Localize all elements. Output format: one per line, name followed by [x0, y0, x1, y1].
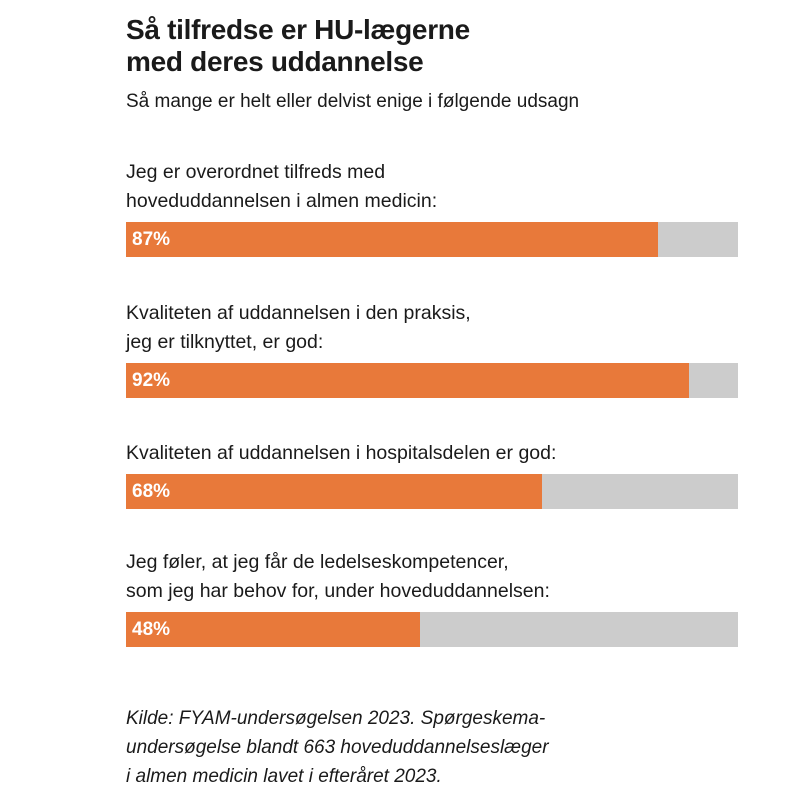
bar-value-label: 92% — [132, 370, 171, 391]
bar-fill — [126, 474, 543, 509]
bar-value-label: 87% — [132, 229, 171, 250]
chart: Så tilfredse er HU-lægerne med deres udd… — [126, 14, 738, 647]
bar-track: 92% — [126, 363, 738, 398]
bar-item-4: Jeg føler, at jeg får de ledelseskompete… — [126, 548, 738, 647]
bar-fill — [126, 612, 420, 647]
bar-value-label: 48% — [132, 619, 171, 640]
chart-title: Så tilfredse er HU-lægerne med deres udd… — [126, 14, 470, 77]
bar-track: 48% — [126, 612, 738, 647]
bar-label: Kvaliteten af uddannelsen i hospitalsdel… — [126, 442, 557, 464]
bar-item-2: Kvaliteten af uddannelsen i den praksis,… — [126, 299, 738, 398]
bar-track: 68% — [126, 474, 738, 509]
bar-fill — [126, 363, 690, 398]
bar-label: Kvaliteten af uddannelsen i den praksis,… — [126, 302, 471, 353]
bar-value-label: 68% — [132, 481, 171, 502]
chart-subtitle: Så mange er helt eller delvist enige i f… — [126, 91, 580, 112]
bar-item-3: Kvaliteten af uddannelsen i hospitalsdel… — [126, 439, 738, 509]
source-note: Kilde: FYAM-undersøgelsen 2023. Spørgesk… — [126, 708, 549, 787]
bar-label: Jeg er overordnet tilfreds med hovedudda… — [126, 161, 438, 212]
bar-track: 87% — [126, 222, 738, 257]
bar-label: Jeg føler, at jeg får de ledelseskompete… — [126, 551, 550, 602]
bar-fill — [126, 222, 659, 257]
bar-item-1: Jeg er overordnet tilfreds med hovedudda… — [126, 158, 738, 257]
